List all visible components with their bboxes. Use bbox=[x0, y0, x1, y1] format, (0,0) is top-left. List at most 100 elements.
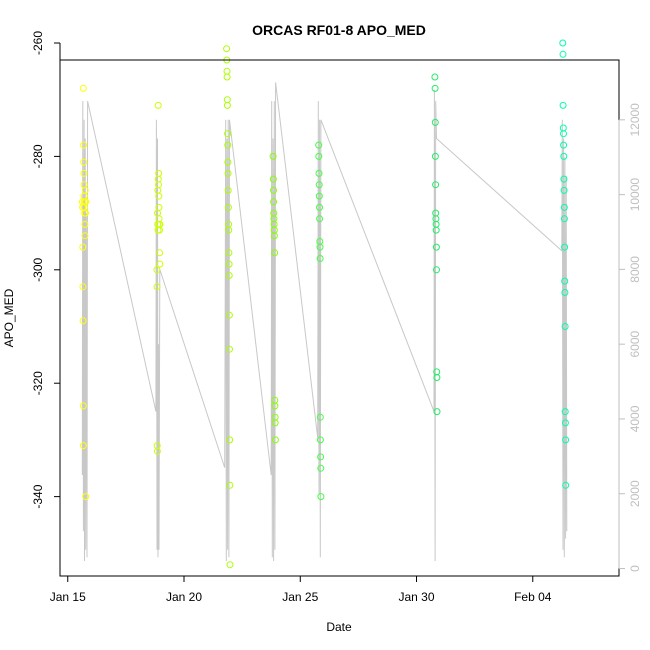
data-point bbox=[269, 175, 277, 183]
x-tick-label: Jan 15 bbox=[50, 590, 86, 604]
data-points-layer bbox=[78, 39, 570, 569]
data-point bbox=[432, 243, 440, 251]
right-tick-label: 4000 bbox=[628, 405, 642, 432]
x-tick-label: Jan 30 bbox=[399, 590, 435, 604]
data-point bbox=[156, 260, 164, 268]
right-tick-label: 2000 bbox=[628, 480, 642, 507]
data-point bbox=[433, 408, 441, 416]
data-point bbox=[271, 249, 279, 257]
data-point bbox=[316, 243, 324, 251]
data-point bbox=[431, 84, 439, 92]
data-point bbox=[433, 266, 440, 274]
data-point bbox=[82, 209, 89, 217]
data-point bbox=[155, 181, 162, 189]
data-point bbox=[224, 141, 232, 149]
data-point bbox=[81, 220, 89, 228]
data-point bbox=[561, 323, 569, 330]
data-point bbox=[223, 45, 231, 53]
data-point bbox=[316, 255, 324, 262]
data-point bbox=[79, 317, 87, 325]
data-point bbox=[225, 311, 233, 319]
x-tick-label: Feb 04 bbox=[514, 590, 552, 604]
data-point bbox=[271, 436, 279, 444]
x-axis-label: Date bbox=[326, 620, 352, 634]
data-point bbox=[225, 249, 233, 257]
y-tick-label: -320 bbox=[31, 371, 45, 395]
right-tick-label: 10000 bbox=[628, 178, 642, 212]
data-point bbox=[269, 152, 277, 160]
data-point bbox=[561, 408, 569, 416]
data-point bbox=[81, 232, 89, 240]
y-tick-label: -280 bbox=[31, 144, 45, 168]
data-point bbox=[153, 447, 161, 455]
data-point bbox=[316, 215, 324, 223]
chart-title: ORCAS RF01-8 APO_MED bbox=[252, 22, 426, 38]
data-point bbox=[270, 186, 277, 194]
data-point bbox=[155, 203, 163, 211]
data-point bbox=[315, 192, 323, 200]
data-point bbox=[316, 413, 324, 421]
data-point bbox=[226, 345, 233, 353]
data-point bbox=[82, 493, 90, 501]
data-point bbox=[315, 181, 323, 189]
data-point bbox=[317, 493, 325, 501]
right-axis: 0 2000 4000 6000 8000 10000 12000 bbox=[618, 103, 642, 572]
data-point bbox=[315, 152, 323, 160]
data-point bbox=[561, 243, 569, 251]
data-point bbox=[432, 181, 440, 189]
data-point bbox=[154, 101, 162, 109]
data-point bbox=[226, 481, 234, 489]
data-point bbox=[224, 186, 232, 194]
data-point bbox=[559, 50, 567, 58]
data-point bbox=[559, 101, 567, 109]
data-point bbox=[559, 124, 567, 132]
right-tick-label: 8000 bbox=[628, 256, 642, 283]
plot-frame bbox=[59, 59, 620, 577]
data-point bbox=[271, 419, 279, 427]
data-point bbox=[560, 141, 568, 149]
data-point bbox=[224, 169, 232, 177]
y-tick-label: -260 bbox=[31, 31, 45, 55]
data-point bbox=[156, 249, 164, 257]
data-point bbox=[225, 260, 233, 268]
right-tick-label: 0 bbox=[628, 565, 642, 572]
data-point bbox=[271, 402, 279, 410]
data-point bbox=[79, 243, 87, 251]
data-point bbox=[316, 203, 323, 211]
data-point bbox=[156, 220, 164, 228]
data-point bbox=[155, 192, 163, 200]
data-point bbox=[226, 436, 234, 444]
data-point bbox=[560, 175, 568, 183]
data-point bbox=[317, 453, 325, 461]
data-point bbox=[431, 118, 439, 126]
data-point bbox=[79, 84, 87, 92]
data-point bbox=[315, 169, 323, 177]
x-tick-label: Jan 20 bbox=[166, 590, 202, 604]
data-point bbox=[153, 283, 161, 291]
data-point bbox=[431, 152, 439, 160]
y-tick-label: -300 bbox=[31, 257, 45, 281]
y-axis: -260 -280 -300 -320 -340 bbox=[31, 31, 61, 509]
data-point bbox=[226, 561, 234, 569]
data-point bbox=[560, 130, 567, 138]
data-point bbox=[224, 203, 232, 211]
data-point bbox=[559, 39, 567, 47]
data-point bbox=[155, 169, 163, 177]
data-point bbox=[82, 198, 90, 206]
y-tick-label: -340 bbox=[31, 484, 45, 508]
data-point bbox=[560, 152, 568, 160]
data-point bbox=[270, 232, 278, 240]
data-point bbox=[560, 186, 568, 194]
data-point bbox=[80, 169, 88, 177]
data-point bbox=[432, 226, 440, 234]
data-point bbox=[80, 158, 88, 166]
data-point bbox=[560, 215, 568, 223]
data-point bbox=[223, 101, 231, 109]
data-point bbox=[315, 141, 323, 149]
data-point bbox=[561, 289, 569, 296]
data-point bbox=[433, 374, 441, 381]
data-point bbox=[316, 436, 324, 444]
data-point bbox=[224, 158, 232, 166]
data-point bbox=[431, 73, 439, 81]
